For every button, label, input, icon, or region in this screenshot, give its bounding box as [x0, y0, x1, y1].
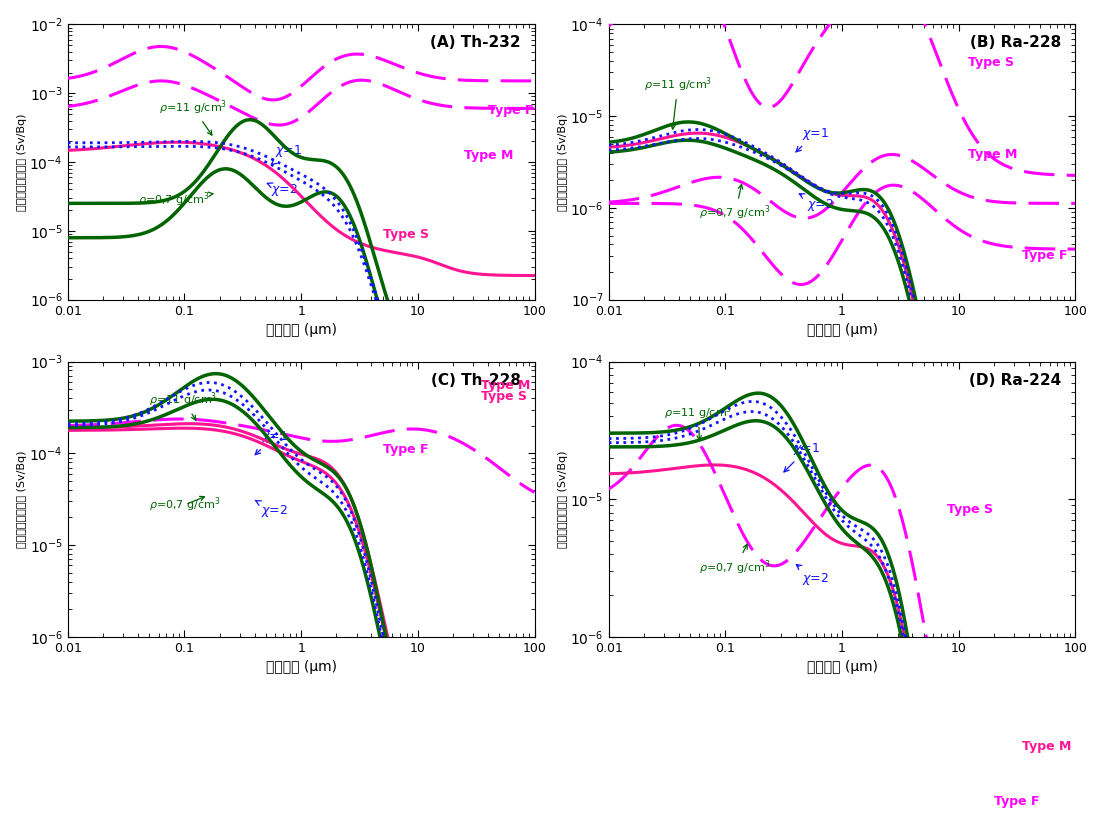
- Text: Type M: Type M: [968, 148, 1017, 161]
- X-axis label: 입자크기 (μm): 입자크기 (μm): [266, 323, 337, 337]
- Text: Type M: Type M: [481, 379, 531, 392]
- Text: Type F: Type F: [488, 104, 533, 117]
- Text: $\chi$=1: $\chi$=1: [255, 429, 288, 455]
- Text: Type S: Type S: [968, 56, 1013, 69]
- Text: $\rho$=11 g/cm$^3$: $\rho$=11 g/cm$^3$: [149, 390, 217, 420]
- Text: (B) Ra-228: (B) Ra-228: [970, 35, 1061, 50]
- Y-axis label: 유효선량환산계수 (Sv/Bq): 유효선량환산계수 (Sv/Bq): [17, 450, 26, 548]
- Text: $\rho$=0,7 g/cm$^3$: $\rho$=0,7 g/cm$^3$: [700, 544, 772, 576]
- Y-axis label: 유효선량환산계수 (Sv/Bq): 유효선량환산계수 (Sv/Bq): [17, 114, 26, 210]
- Text: (A) Th-232: (A) Th-232: [429, 35, 520, 50]
- Text: $\chi$=2: $\chi$=2: [796, 564, 829, 587]
- Text: Type S: Type S: [947, 503, 994, 515]
- Text: Type S: Type S: [481, 390, 528, 403]
- Y-axis label: 유효선량환산계수 (Sv/Bq): 유효선량환산계수 (Sv/Bq): [558, 114, 567, 210]
- Text: $\chi$=1: $\chi$=1: [796, 125, 829, 152]
- Text: (C) Th-228: (C) Th-228: [431, 372, 520, 387]
- Y-axis label: 유효선량환산계수 (Sv/Bq): 유효선량환산계수 (Sv/Bq): [558, 450, 567, 548]
- Text: $\chi$=1: $\chi$=1: [784, 441, 820, 472]
- Text: Type S: Type S: [383, 228, 428, 240]
- Text: $\chi$=2: $\chi$=2: [267, 182, 298, 199]
- Text: Type M: Type M: [1022, 740, 1072, 753]
- Text: Type F: Type F: [994, 795, 1039, 808]
- Text: Type F: Type F: [383, 443, 428, 456]
- Text: Type M: Type M: [465, 149, 513, 162]
- Text: $\rho$=0,7 g/cm$^3$: $\rho$=0,7 g/cm$^3$: [149, 495, 221, 514]
- Text: $\rho$=0,7 g/cm$^3$: $\rho$=0,7 g/cm$^3$: [138, 190, 213, 209]
- Text: $\chi$=2: $\chi$=2: [255, 500, 288, 519]
- Text: $\chi$=1: $\chi$=1: [272, 144, 302, 164]
- Text: (D) Ra-224: (D) Ra-224: [969, 372, 1061, 387]
- X-axis label: 입자크기 (μm): 입자크기 (μm): [807, 660, 878, 674]
- Text: $\rho$=11 g/cm$^3$: $\rho$=11 g/cm$^3$: [159, 98, 226, 135]
- Text: $\rho$=11 g/cm$^3$: $\rho$=11 g/cm$^3$: [644, 75, 712, 129]
- Text: Type F: Type F: [1022, 249, 1068, 261]
- X-axis label: 입자크기 (μm): 입자크기 (μm): [266, 660, 337, 674]
- Text: $\rho$=11 g/cm$^3$: $\rho$=11 g/cm$^3$: [665, 403, 733, 440]
- X-axis label: 입자크기 (μm): 입자크기 (μm): [807, 323, 878, 337]
- Text: $\chi$=2: $\chi$=2: [799, 194, 834, 213]
- Text: $\rho$=0,7 g/cm$^3$: $\rho$=0,7 g/cm$^3$: [700, 185, 772, 222]
